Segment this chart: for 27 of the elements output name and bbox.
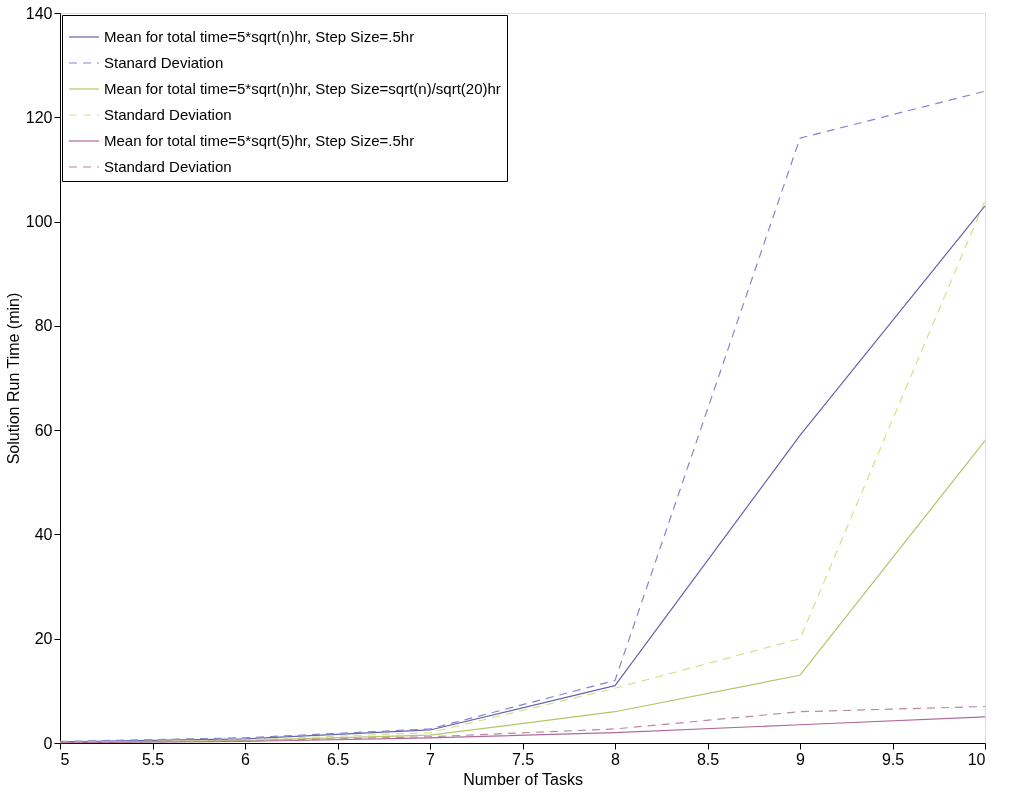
y-tick-label: 140 — [25, 4, 53, 22]
x-tick-label: 5 — [60, 750, 70, 768]
x-tick-label: 7 — [426, 750, 436, 768]
x-tick-label: 10 — [967, 750, 986, 768]
x-tick-label: 8 — [611, 750, 621, 768]
y-tick-label: 80 — [34, 317, 53, 335]
y-tick-label: 120 — [25, 108, 53, 126]
x-tick-label: 9 — [796, 750, 806, 768]
y-tick-label: 0 — [43, 734, 53, 752]
x-tick-label: 5.5 — [141, 750, 165, 768]
y-tick-label: 60 — [34, 421, 53, 439]
x-tick-label: 6 — [241, 750, 251, 768]
y-axis-title: Solution Run Time (min) — [4, 292, 22, 465]
x-axis-title: Number of Tasks — [463, 770, 583, 788]
legend-label: Standard Deviation — [104, 106, 232, 123]
y-tick-label: 20 — [34, 630, 53, 648]
y-tick-label: 100 — [25, 213, 53, 231]
legend-label: Mean for total time=5*sqrt(n)hr, Step Size=sqrt(n)/sqrt(20)hr — [104, 80, 501, 97]
x-tick-label: 6.5 — [326, 750, 350, 768]
x-tick-label: 7.5 — [511, 750, 535, 768]
x-tick-label: 8.5 — [696, 750, 720, 768]
legend-label: Stanard Deviation — [104, 54, 224, 71]
legend-label: Standard Deviation — [104, 158, 232, 175]
y-tick-label: 40 — [34, 525, 53, 543]
legend-label: Mean for total time=5*sqrt(5)hr, Step Size=.5hr — [104, 132, 415, 149]
legend-label: Mean for total time=5*sqrt(n)hr, Step Size=.5hr — [104, 28, 415, 45]
x-tick-label: 9.5 — [881, 750, 905, 768]
